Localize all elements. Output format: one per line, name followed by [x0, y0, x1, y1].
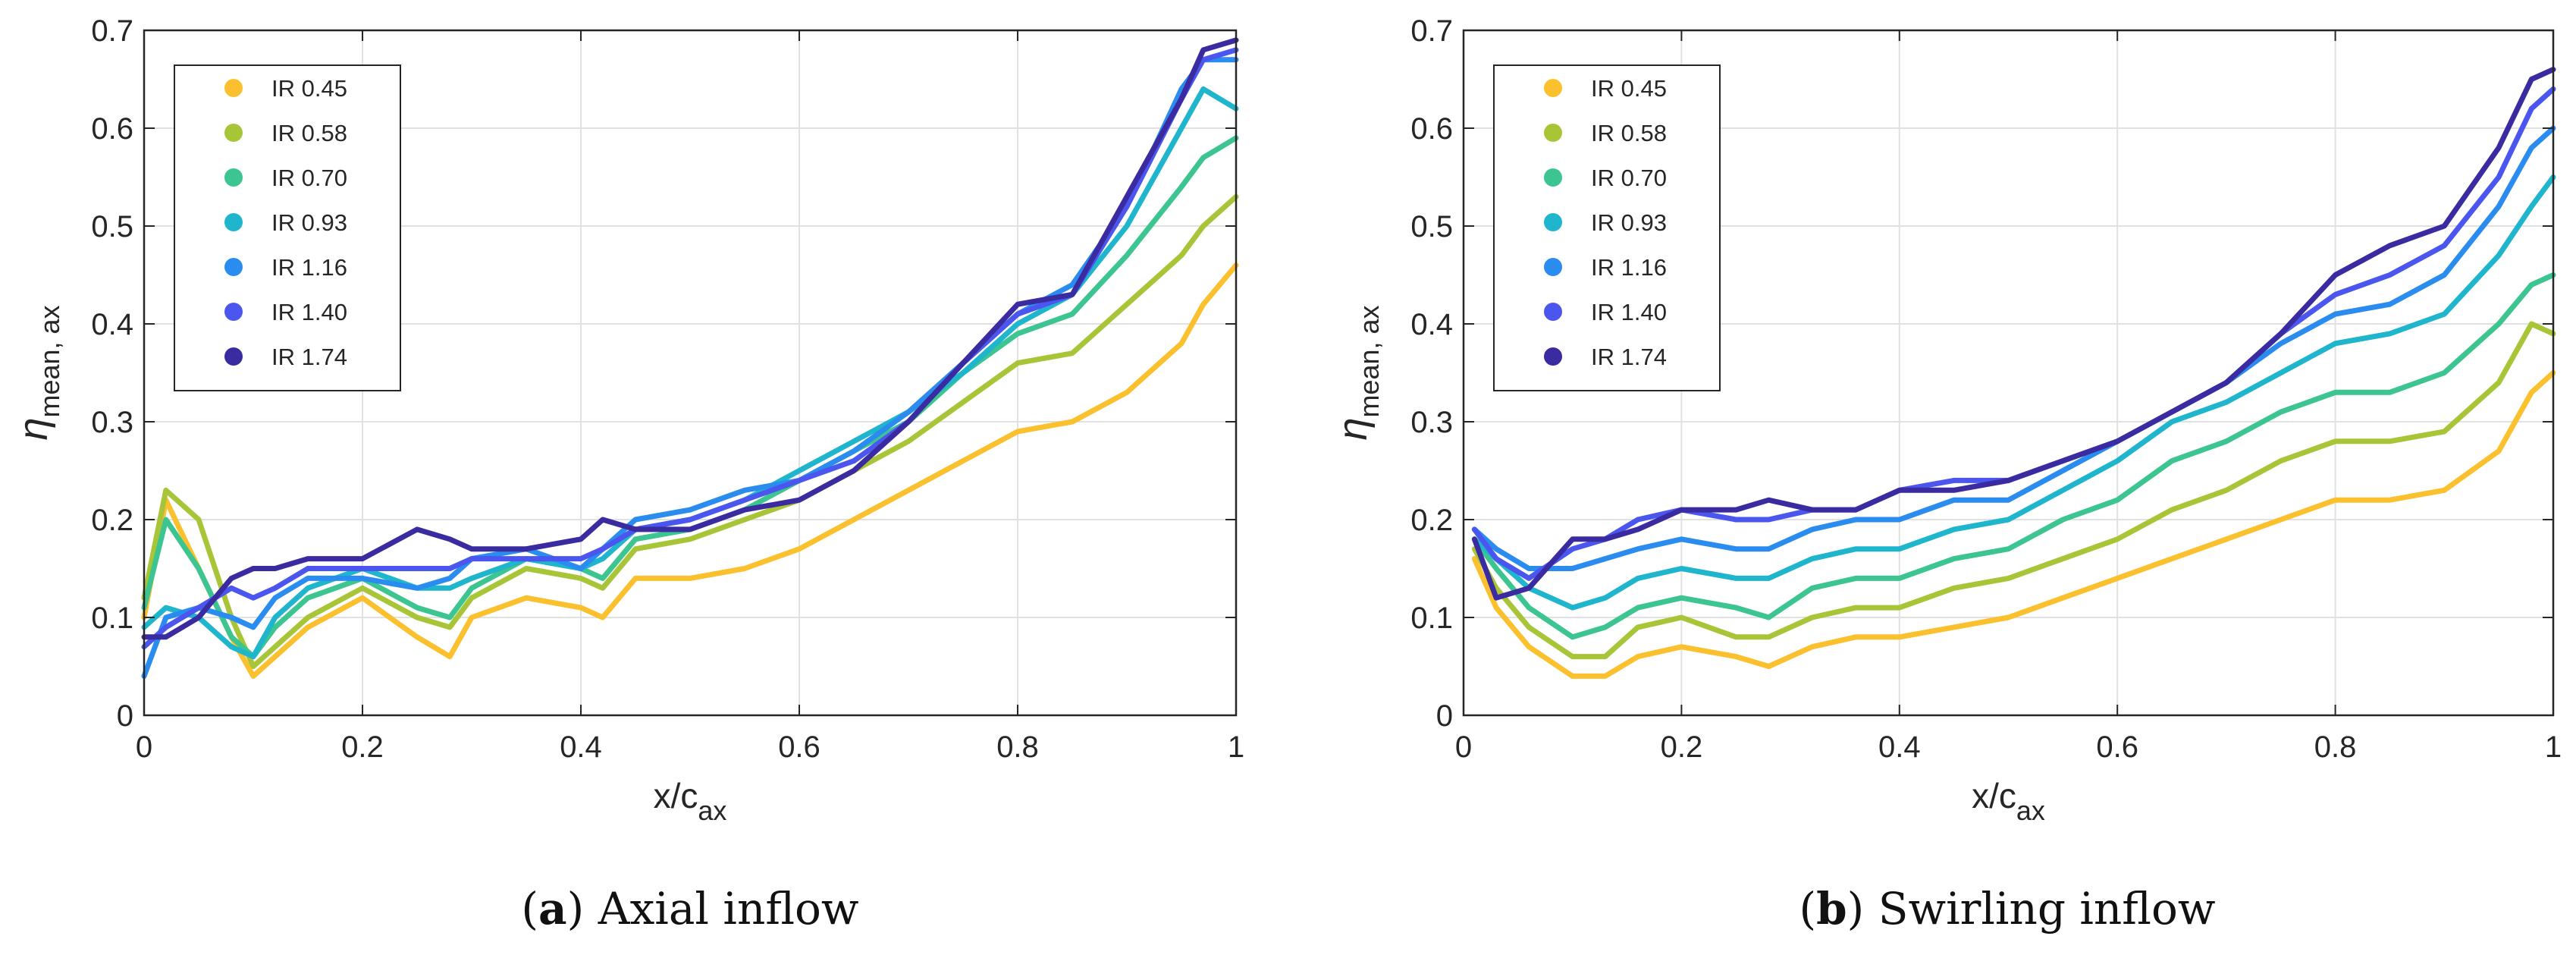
series-line-ir-0-58 — [1471, 321, 2556, 660]
y-tick-label: 0.3 — [91, 406, 133, 439]
legend-label: IR 0.93 — [1591, 209, 1667, 236]
legend-marker — [224, 347, 243, 366]
legend-marker — [1544, 258, 1562, 276]
y-tick-label: 0.4 — [1410, 308, 1453, 341]
legend-label: IR 1.40 — [1591, 299, 1667, 325]
plot-frame — [1462, 29, 2555, 717]
legend-marker — [1544, 124, 1562, 142]
series-line-ir-0-93 — [1471, 174, 2556, 611]
legend-marker — [224, 258, 243, 276]
legend-marker — [224, 124, 243, 142]
y-tick-label: 0.7 — [1410, 14, 1453, 48]
legend-box — [1493, 64, 1721, 391]
x-tick-label: 0.8 — [2314, 730, 2357, 764]
x-tick-label: 0.4 — [1878, 730, 1921, 764]
panel-axial-inflow: 0 0.2 0.4 0.6 0.8 1 0 0.1 0.2 0.3 0.4 0.5 0.6 0.7 x/ca… — [11, 14, 1244, 935]
y-tick-label: 0.1 — [1410, 602, 1453, 635]
series-line-ir-0-93 — [141, 86, 1239, 660]
y-axis-label: ηmean, ax — [1330, 305, 1385, 440]
legend-label: IR 0.45 — [1591, 75, 1667, 102]
legend-label: IR 1.16 — [271, 254, 347, 281]
y-tick-label: 0.6 — [1410, 112, 1453, 146]
y-tick-label: 0.2 — [1410, 504, 1453, 537]
legend-label: IR 1.40 — [271, 299, 347, 325]
legend: IR 0.45 IR 0.58 IR 0.70 IR 0.93 IR 1.16 IR 1.… — [1493, 64, 1721, 391]
legend-label: IR 0.70 — [271, 165, 347, 191]
legend-marker — [1544, 79, 1562, 97]
y-tick-label: 0.5 — [91, 210, 133, 243]
legend-marker — [1544, 347, 1562, 366]
y-tick-label: 0.2 — [91, 504, 133, 537]
legend-label: IR 0.45 — [271, 75, 347, 102]
series-line-ir-0-58 — [141, 193, 1239, 669]
legend-marker — [224, 303, 243, 321]
y-tick-label: 0 — [1436, 699, 1453, 733]
x-tick-label: 0.6 — [778, 730, 820, 764]
x-axis-label: x/cax — [1972, 776, 2045, 826]
legend-marker — [1544, 168, 1562, 187]
legend-label: IR 0.58 — [271, 120, 347, 146]
series-line-ir-1-16 — [1471, 125, 2556, 571]
legend-label: IR 1.74 — [1591, 344, 1667, 370]
panel-caption: (b) Swirling inflow — [1799, 883, 2215, 935]
x-tick-label: 0.6 — [2096, 730, 2138, 764]
legend: IR 0.45 IR 0.58 IR 0.70 IR 0.93 IR 1.16 IR 1.… — [174, 64, 401, 391]
y-tick-label: 0.4 — [91, 308, 133, 341]
series-line-ir-1-40 — [141, 47, 1239, 650]
panel-swirling-inflow: 0 0.2 0.4 0.6 0.8 1 0 0.1 0.2 0.3 0.4 0.5 0.6 0.7 x/ca… — [1330, 14, 2562, 935]
legend-label: IR 0.70 — [1591, 165, 1667, 191]
series-line-ir-1-74 — [1471, 67, 2556, 601]
legend-marker — [1544, 303, 1562, 321]
legend-marker — [1544, 213, 1562, 231]
x-tick-label: 0 — [1455, 730, 1472, 764]
legend-label: IR 1.16 — [1591, 254, 1667, 281]
x-tick-label: 1 — [2545, 730, 2562, 764]
legend-box — [174, 64, 401, 391]
y-tick-label: 0.3 — [1410, 406, 1453, 439]
x-tick-label: 0.2 — [341, 730, 384, 764]
series-line-ir-0-45 — [1471, 370, 2556, 679]
legend-marker — [224, 213, 243, 231]
x-tick-label: 1 — [1228, 730, 1244, 764]
x-tick-label: 0.2 — [1661, 730, 1703, 764]
y-axis-label: ηmean, ax — [11, 305, 65, 440]
y-tick-label: 0 — [117, 699, 133, 733]
legend-label: IR 0.58 — [1591, 120, 1667, 146]
legend-marker — [224, 79, 243, 97]
y-tick-label: 0.5 — [1410, 210, 1453, 243]
y-tick-label: 0.1 — [91, 602, 133, 635]
plot-frame — [143, 29, 1238, 717]
x-tick-label: 0.8 — [996, 730, 1039, 764]
panel-caption: (a) Axial inflow — [521, 883, 858, 935]
series-line-ir-0-45 — [141, 262, 1239, 679]
x-tick-label: 0.4 — [560, 730, 602, 764]
series-line-ir-1-74 — [141, 37, 1239, 640]
legend-label: IR 1.74 — [271, 344, 347, 370]
series-line-ir-0-70 — [1471, 272, 2556, 640]
legend-marker — [224, 168, 243, 187]
y-tick-label: 0.6 — [91, 112, 133, 146]
x-tick-label: 0 — [136, 730, 152, 764]
legend-label: IR 0.93 — [271, 209, 347, 236]
y-tick-label: 0.7 — [91, 14, 133, 48]
x-axis-label: x/cax — [654, 776, 727, 826]
